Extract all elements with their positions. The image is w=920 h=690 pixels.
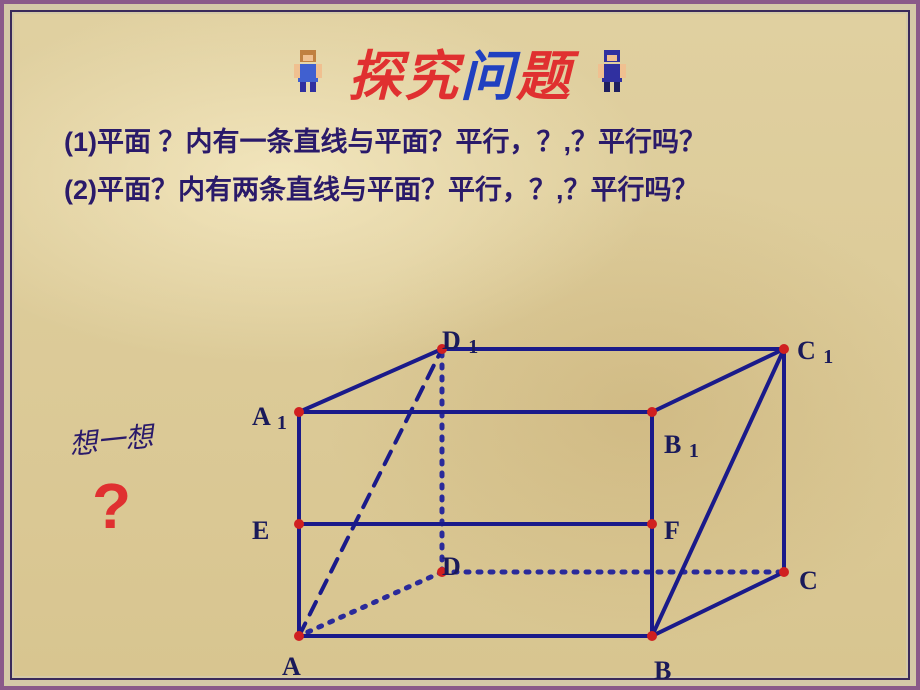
- question-block: (1)平面 ？内有一条直线与平面？平行，？,？平行吗？ (2)平面？内有两条直线…: [64, 122, 856, 218]
- sprite-left-icon: [290, 46, 326, 94]
- vertex-label-D1: D 1: [442, 326, 477, 356]
- outer-frame: 探究问题 (1)平面 ？内有一条直线与平面？平行，？,？平行吗？ (2)平面？内…: [0, 0, 920, 690]
- slide-header: 探究问题: [14, 32, 906, 111]
- vertex-label-A1: A 1: [252, 402, 286, 432]
- slide-title: 探究问题: [348, 32, 572, 111]
- cube-svg: [224, 304, 854, 684]
- title-part-1: 探究: [348, 47, 460, 107]
- title-part-3: 题: [516, 47, 572, 107]
- vertex-label-E: E: [252, 516, 269, 546]
- title-part-2: 问: [460, 47, 516, 107]
- question-1: (1)平面 ？内有一条直线与平面？平行，？,？平行吗？: [64, 122, 856, 164]
- vertex-label-D: D: [442, 552, 461, 582]
- vertex-label-B1: B 1: [664, 430, 698, 460]
- think-label: 想一想: [67, 415, 155, 464]
- question-mark-icon: ?: [92, 469, 131, 543]
- question-2: (2)平面？内有两条直线与平面？平行，？,？平行吗？: [64, 170, 856, 212]
- vertex-label-B: B: [654, 656, 671, 686]
- parchment-background: 探究问题 (1)平面 ？内有一条直线与平面？平行，？,？平行吗？ (2)平面？内…: [14, 14, 906, 676]
- vertex-label-C: C: [799, 566, 818, 596]
- vertex-label-F: F: [664, 516, 680, 546]
- vertex-label-C1: C 1: [797, 336, 832, 366]
- vertex-label-A: A: [282, 652, 301, 682]
- sprite-right-icon: [594, 46, 630, 94]
- cube-diagram: A B C D A 1 B 1 C 1 D 1 E F: [224, 304, 854, 684]
